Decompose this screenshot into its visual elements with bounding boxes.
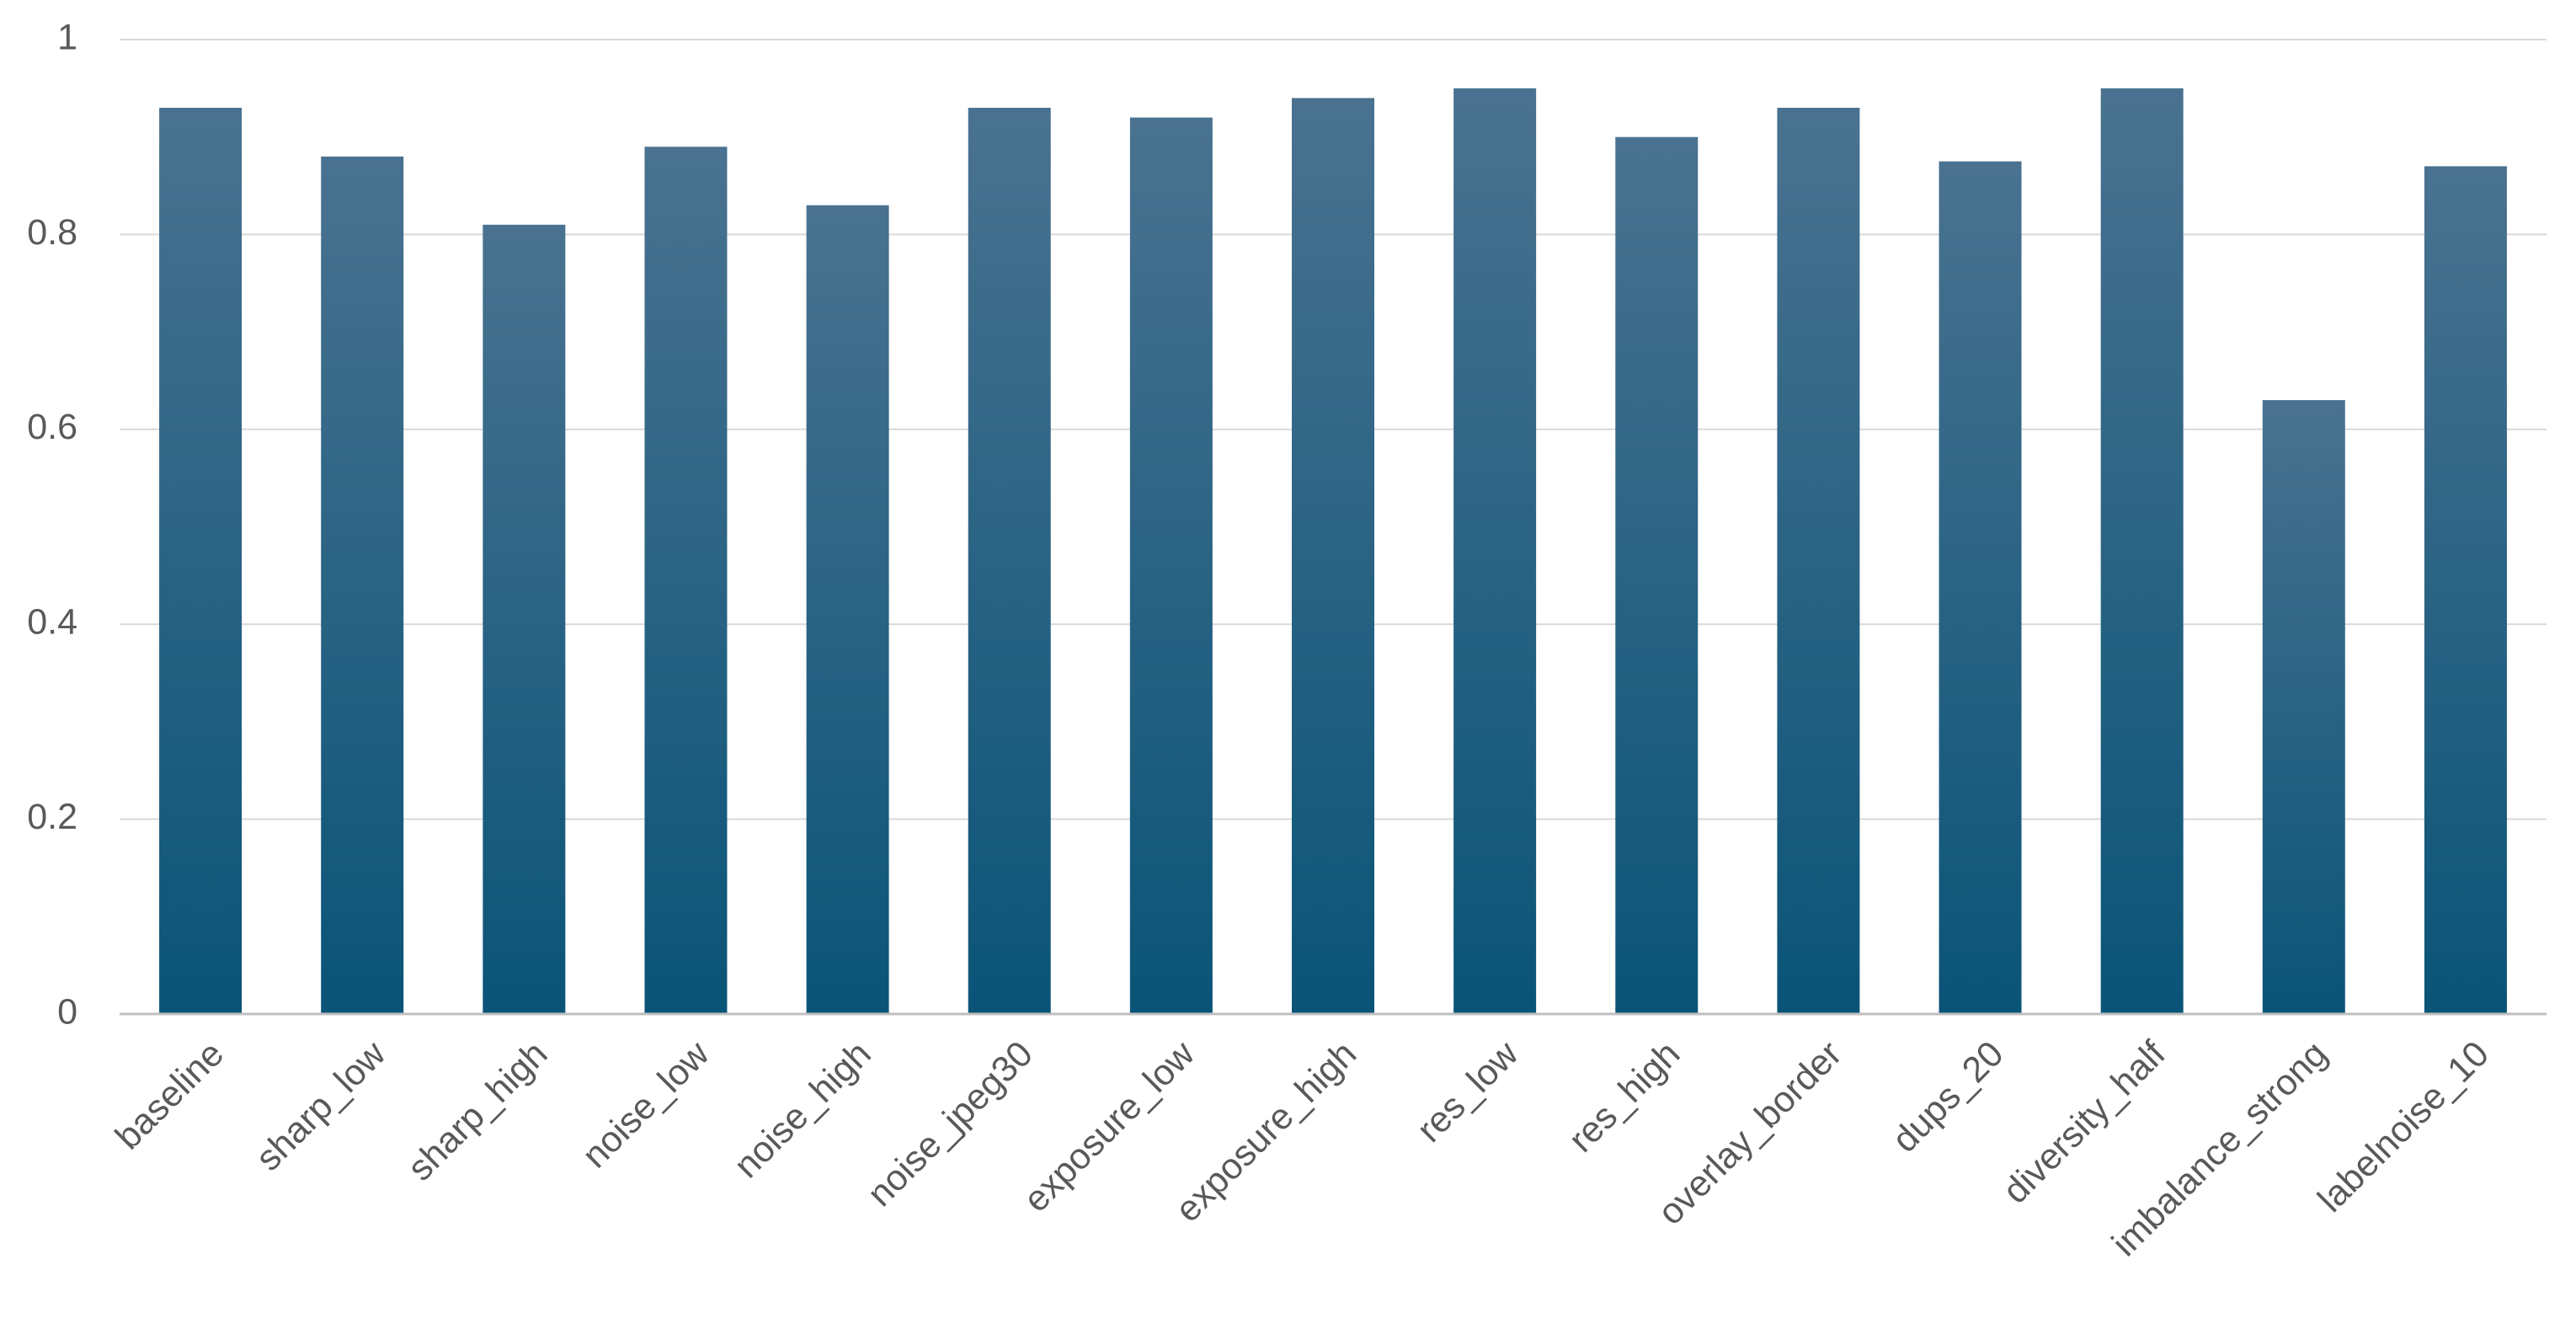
y-tick-label: 0	[57, 991, 77, 1032]
bar	[2424, 166, 2507, 1014]
bar	[644, 147, 728, 1014]
x-tick-label: noise_high	[727, 1033, 879, 1186]
bar	[1292, 98, 1374, 1014]
bar	[1777, 107, 1860, 1015]
x-tick-label: exposure_low	[1016, 1033, 1203, 1219]
bar	[1615, 136, 1699, 1015]
y-tick-label: 0.8	[27, 212, 77, 253]
x-tick-label: diversity_half	[1995, 1033, 2173, 1211]
y-tick-label: 1	[57, 17, 77, 57]
x-tick-label: noise_low	[574, 1033, 717, 1176]
bar	[1453, 88, 1537, 1015]
bar	[1129, 117, 1213, 1014]
x-tick-label: res_high	[1561, 1033, 1688, 1161]
bar	[321, 156, 404, 1015]
x-tick-label: sharp_low	[248, 1033, 394, 1178]
x-tick-label: res_low	[1410, 1033, 1527, 1150]
x-tick-label: sharp_high	[400, 1033, 555, 1188]
bar	[483, 224, 566, 1015]
x-tick-label: dups_20	[1885, 1033, 2012, 1161]
y-tick-label: 0.4	[27, 602, 77, 643]
x-tick-label: labelnoise_10	[2310, 1033, 2497, 1220]
bar	[968, 107, 1051, 1015]
y-tick-label: 0.6	[27, 407, 77, 447]
y-tick-label: 0.2	[27, 797, 77, 837]
bar	[159, 107, 243, 1015]
bar	[2100, 88, 2184, 1015]
bar	[2262, 400, 2345, 1015]
bar	[806, 205, 889, 1014]
x-tick-label: noise_jpeg30	[860, 1033, 1041, 1214]
bar	[1939, 161, 2022, 1014]
x-tick-label: baseline	[108, 1033, 232, 1157]
